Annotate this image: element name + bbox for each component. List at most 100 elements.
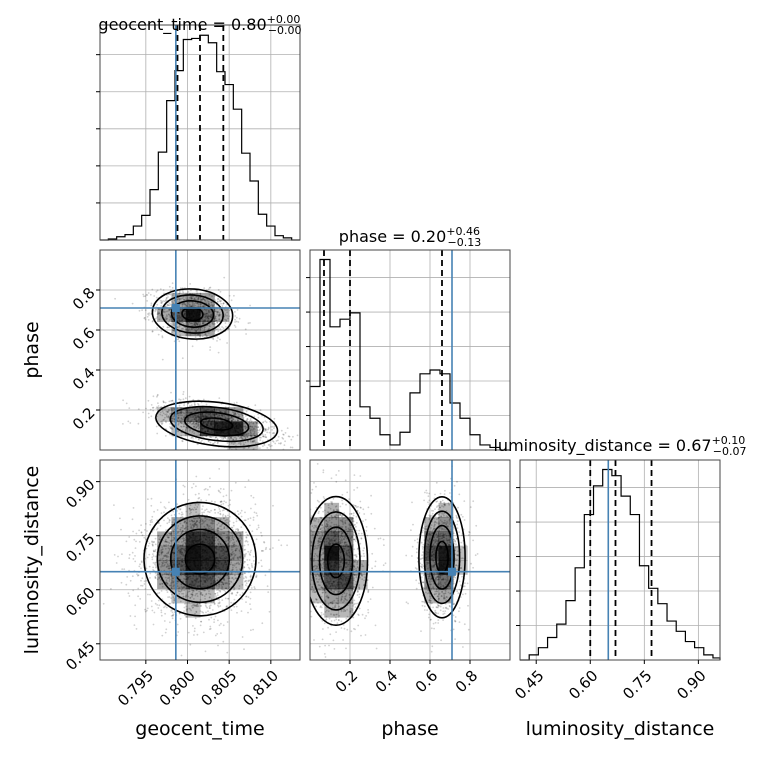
sample-point (214, 317, 217, 320)
sample-point (163, 401, 165, 404)
sample-point (193, 298, 196, 300)
sample-point (190, 404, 193, 406)
sample-point (201, 327, 204, 330)
sample-point (201, 298, 204, 300)
sample-point (166, 315, 168, 318)
sample-point (251, 440, 254, 443)
sample-point (195, 323, 198, 325)
sample-point (157, 607, 160, 609)
sample-point (227, 504, 230, 507)
sample-point (280, 442, 282, 444)
sample-point (191, 328, 194, 330)
sample-point (172, 613, 175, 616)
sample-point (232, 438, 235, 441)
sample-point (171, 300, 174, 303)
sample-point (135, 628, 138, 630)
sample-point (171, 329, 174, 332)
sample-point (191, 298, 194, 300)
sample-point (145, 523, 147, 525)
sample-point (117, 555, 119, 558)
hist-frame-geocent_time (99, 24, 301, 241)
sample-point (156, 395, 158, 398)
density-geocent_time-luminosity_distance (102, 468, 288, 657)
sample-point (150, 304, 153, 307)
sample-point (248, 422, 251, 425)
sample-point (189, 283, 192, 285)
sample-point (218, 624, 221, 627)
sample-point (189, 330, 192, 333)
sample-point (219, 436, 222, 439)
sample-point (250, 436, 253, 438)
sample-point (169, 426, 171, 428)
sample-point (180, 417, 183, 420)
sample-point (155, 425, 158, 428)
sample-point (179, 617, 182, 620)
sample-point (219, 500, 222, 503)
sample-point (170, 615, 173, 617)
sample-point (207, 440, 210, 443)
sample-point (156, 303, 159, 306)
sample-point (170, 426, 172, 429)
sample-point (218, 299, 221, 302)
sample-point (240, 436, 243, 438)
sample-point (226, 342, 229, 344)
sample-point (260, 426, 263, 429)
sample-point (182, 393, 185, 396)
sample-point (216, 313, 219, 316)
sample-point (214, 436, 217, 439)
sample-point (159, 288, 162, 291)
sample-point (193, 323, 196, 325)
sample-point (149, 593, 151, 596)
sample-point (213, 323, 216, 325)
sample-point (215, 310, 217, 313)
sample-point (209, 349, 212, 351)
sample-point (261, 622, 264, 625)
sample-point (196, 302, 198, 305)
sample-point (224, 437, 227, 440)
sample-point (186, 328, 188, 331)
sample-point (239, 437, 241, 440)
sample-point (160, 330, 163, 332)
sample-point (199, 328, 202, 331)
sample-point (203, 329, 206, 332)
sample-point (173, 329, 176, 331)
sample-point (259, 428, 261, 431)
sample-point (226, 311, 229, 314)
sample-point (202, 322, 205, 325)
sample-point (247, 440, 249, 443)
sample-point (193, 423, 196, 426)
sample-point (173, 322, 175, 324)
sample-point (165, 421, 167, 424)
sample-point (165, 413, 168, 416)
sample-point (193, 297, 196, 300)
sample-point (132, 530, 135, 533)
sample-point (321, 425, 323, 427)
sample-point (181, 289, 184, 292)
sample-point (205, 499, 208, 502)
sample-point (148, 314, 150, 316)
sample-point (242, 416, 245, 419)
sample-point (162, 326, 165, 328)
sample-point (196, 323, 198, 326)
sample-point (161, 422, 164, 424)
sample-point (220, 299, 223, 302)
sample-point (171, 287, 174, 289)
sample-point (156, 316, 159, 318)
sample-point (230, 299, 233, 302)
sample-point (161, 634, 164, 637)
sample-point (200, 303, 203, 305)
sample-point (169, 303, 172, 306)
sample-point (157, 405, 160, 407)
sample-point (128, 536, 131, 538)
sample-point (195, 330, 198, 332)
sample-point (207, 288, 210, 291)
sample-point (201, 323, 204, 325)
sample-point (155, 317, 158, 320)
sample-point (119, 517, 121, 520)
sample-point (244, 519, 247, 522)
sample-point (256, 421, 258, 424)
sample-point (182, 327, 185, 330)
sample-point (129, 579, 132, 582)
sample-point (179, 407, 182, 409)
sample-point (262, 421, 265, 423)
